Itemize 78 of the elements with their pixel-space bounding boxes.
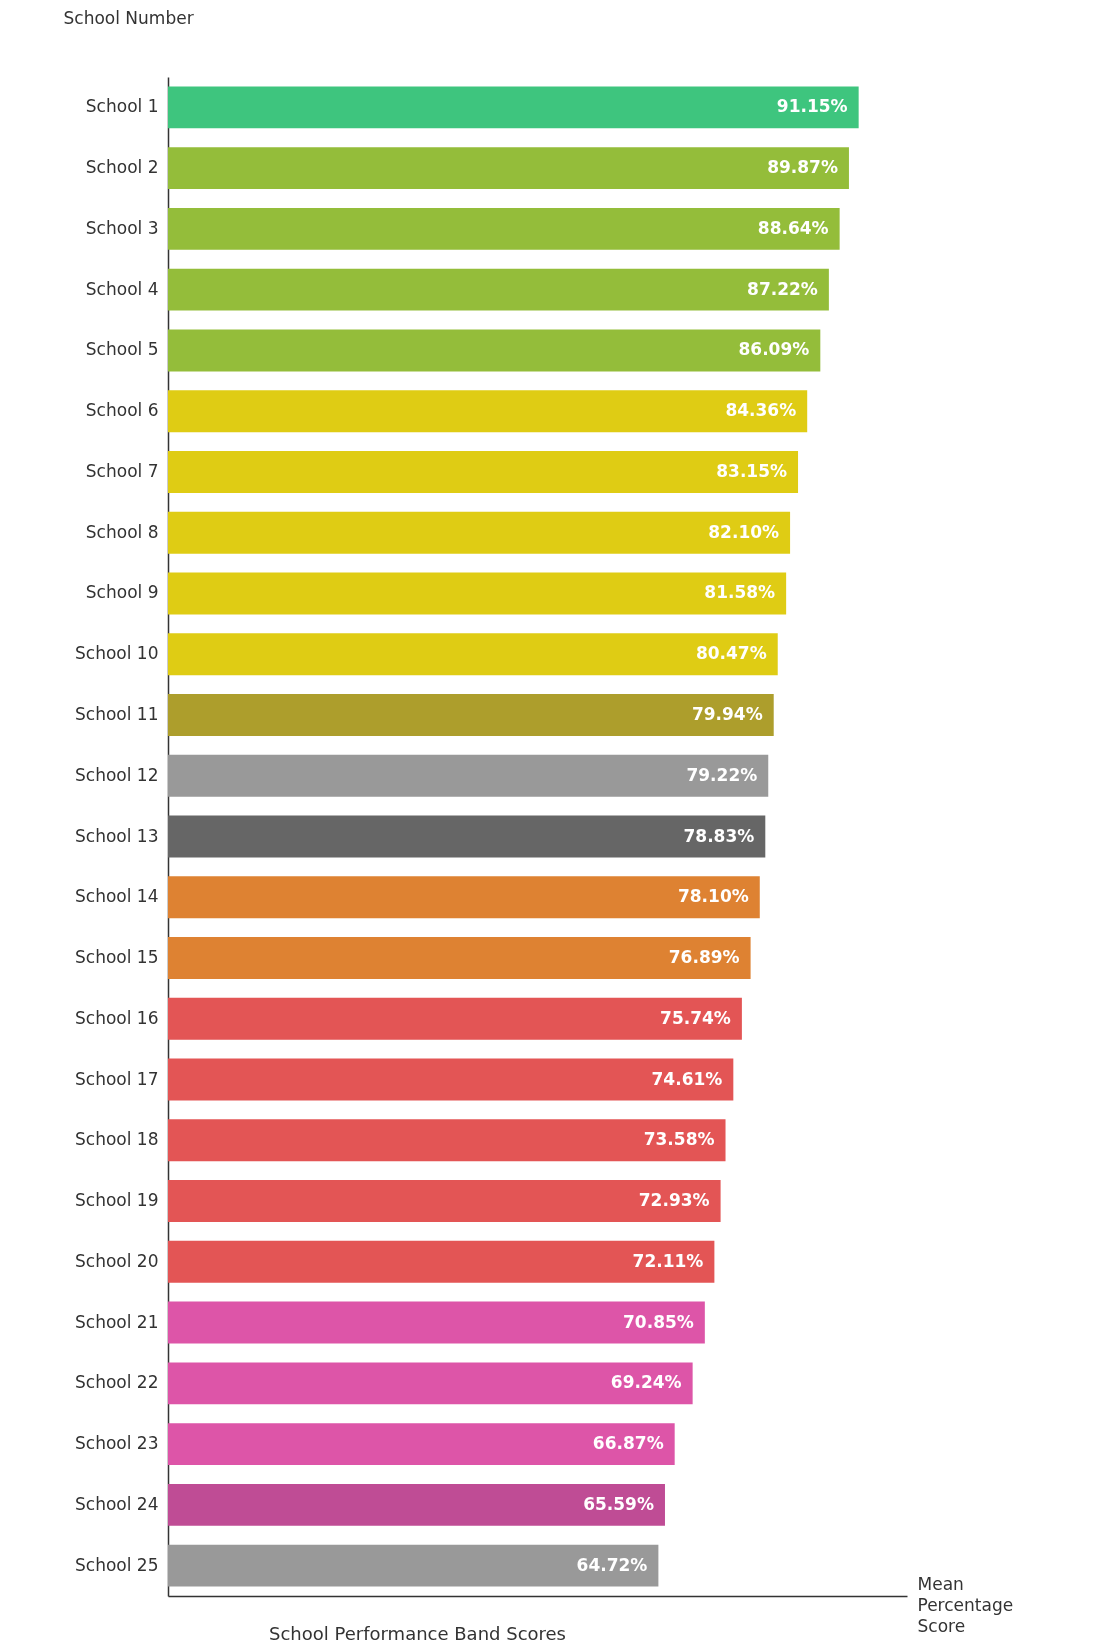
data-label: 73.58% <box>643 1129 715 1150</box>
bar <box>168 86 859 129</box>
y-tick-label: School 6 <box>85 400 159 421</box>
data-label: 72.11% <box>632 1250 704 1271</box>
data-label: 82.10% <box>708 521 780 542</box>
data-label: 91.15% <box>776 96 848 117</box>
data-label: 76.89% <box>668 947 740 968</box>
y-tick-label: School 3 <box>85 217 159 238</box>
bar <box>168 1119 726 1162</box>
bar <box>168 815 766 858</box>
bar <box>168 450 799 493</box>
bar <box>168 997 742 1040</box>
bar <box>168 1362 693 1405</box>
y-tick-label: School 15 <box>75 947 159 968</box>
data-label: 89.87% <box>767 157 838 178</box>
bar <box>168 633 778 676</box>
y-tick-label: School 9 <box>85 582 159 603</box>
data-label: 79.94% <box>691 703 763 724</box>
y-tick-label: School 7 <box>85 460 159 481</box>
bar <box>168 876 760 919</box>
bar <box>168 1240 715 1283</box>
data-label: 88.64% <box>757 217 829 238</box>
data-label: 81.58% <box>704 582 776 603</box>
y-tick-label: School 8 <box>85 521 159 542</box>
bar <box>168 1180 721 1223</box>
data-label: 83.15% <box>716 460 788 481</box>
x-axis-title: Mean Percentage Score <box>917 1573 1014 1636</box>
y-tick-label: School 17 <box>75 1068 159 1089</box>
y-tick-label: School 22 <box>75 1372 159 1393</box>
data-label: 72.93% <box>638 1190 710 1211</box>
y-tick-label: School 25 <box>75 1554 159 1575</box>
y-tick-label: School 12 <box>75 764 159 785</box>
y-tick-label: School 4 <box>85 278 159 299</box>
y-tick-label: School 21 <box>75 1311 159 1332</box>
y-tick-label: School 16 <box>75 1007 159 1028</box>
bar <box>168 268 829 311</box>
data-label: 70.85% <box>623 1311 694 1332</box>
y-tick-label: School 5 <box>85 339 159 360</box>
y-tick-label: School 13 <box>75 825 159 846</box>
bar <box>168 1423 675 1466</box>
bar <box>168 147 849 190</box>
y-tick-label: School 1 <box>85 96 159 117</box>
data-label: 65.59% <box>583 1493 654 1514</box>
bar <box>168 694 774 736</box>
text: School Performance Band Scores <box>269 1623 566 1644</box>
y-tick-label: School 19 <box>75 1190 159 1211</box>
data-label: 84.36% <box>725 400 797 421</box>
data-label: 64.72% <box>576 1554 648 1575</box>
bar <box>168 207 840 250</box>
data-label: 78.10% <box>677 886 749 907</box>
y-tick-label: School 18 <box>75 1129 159 1150</box>
bar <box>168 937 751 979</box>
y-axis-title: School Number <box>63 7 194 28</box>
bar <box>168 511 791 554</box>
y-tick-label: School 23 <box>75 1433 159 1454</box>
data-label: 69.24% <box>610 1372 682 1393</box>
data-label: 86.09% <box>738 339 810 360</box>
y-tick-label: School 2 <box>85 157 159 178</box>
data-label: 78.83% <box>683 825 755 846</box>
bar <box>168 329 821 372</box>
data-label: 66.87% <box>592 1433 664 1454</box>
bar <box>168 754 769 797</box>
bar <box>168 572 787 615</box>
data-label: 79.22% <box>686 764 758 785</box>
bar <box>168 1544 659 1587</box>
y-tick-label: School 20 <box>75 1250 159 1271</box>
data-label: 74.61% <box>651 1068 723 1089</box>
data-label: 87.22% <box>747 278 818 299</box>
data-label: 80.47% <box>695 643 767 664</box>
bar <box>168 390 808 433</box>
bar <box>168 1483 665 1526</box>
bar <box>168 1058 734 1101</box>
data-label: 75.74% <box>660 1007 731 1028</box>
y-tick-label: School 14 <box>75 886 159 907</box>
y-tick-label: School 11 <box>75 703 159 724</box>
y-tick-label: School 10 <box>75 643 159 664</box>
y-tick-label: School 24 <box>75 1493 159 1514</box>
bar <box>168 1301 705 1344</box>
